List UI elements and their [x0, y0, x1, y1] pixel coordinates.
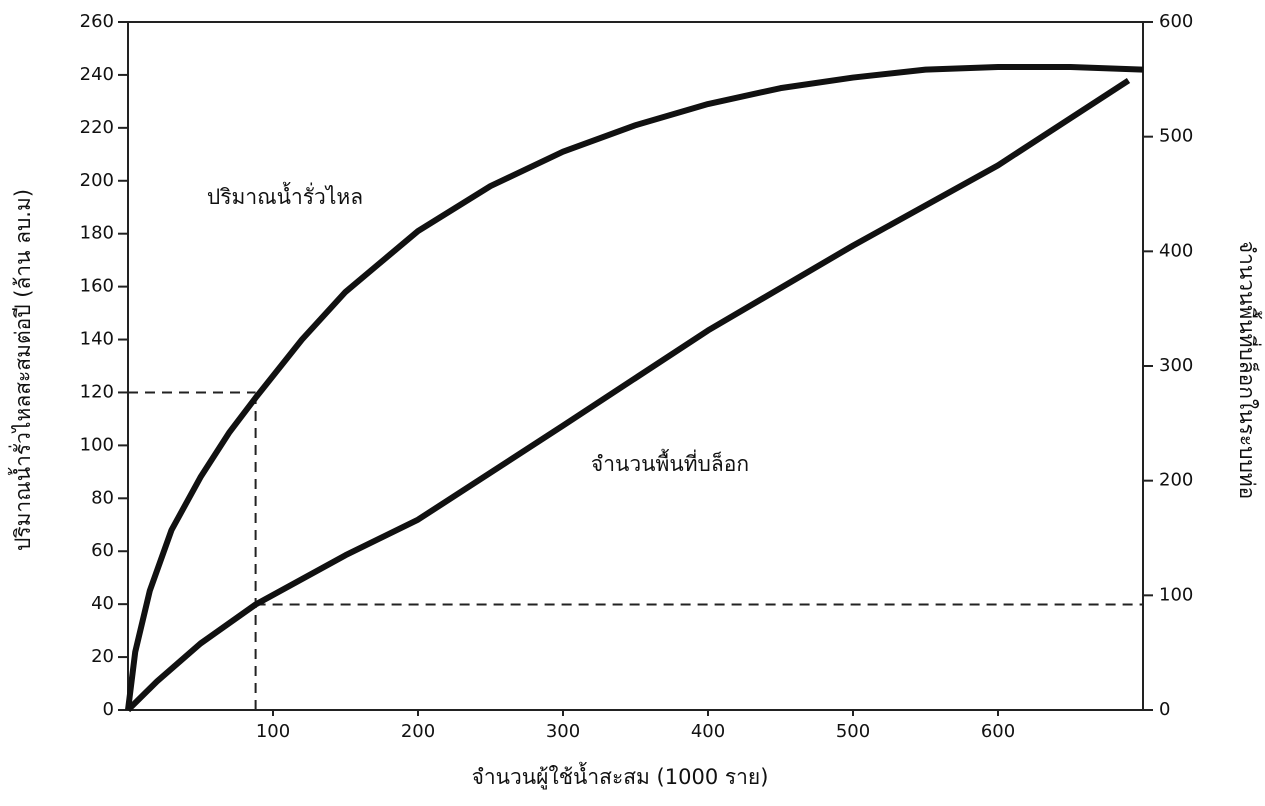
- x-tick-label: 300: [546, 721, 580, 742]
- y-tick-label: 0: [103, 699, 114, 720]
- y-tick-label: 20: [91, 646, 114, 667]
- y-tick-label: 140: [80, 329, 114, 350]
- x-axis-label: จำนวนผู้ใช้น้ำสะสม (1000 ราย): [472, 762, 769, 790]
- y-tick-label: 220: [80, 117, 114, 138]
- y2-tick-label: 500: [1159, 126, 1193, 147]
- x-tick-label: 400: [691, 721, 725, 742]
- y-tick-label: 180: [80, 223, 114, 244]
- x-tick-label: 500: [836, 721, 870, 742]
- y2-tick-label: 600: [1159, 11, 1193, 32]
- y-tick-label: 160: [80, 276, 114, 297]
- chart: จำนวนผู้ใช้น้ำสะสม (1000 ราย) ปริมาณน้ำร…: [0, 0, 1265, 806]
- y-tick-label: 60: [91, 540, 114, 561]
- y-axis-label: ปริมาณน้ำรั่วไหลสะสมต่อปี (ล้าน ลบ.ม): [8, 189, 35, 551]
- x-tick-label: 100: [256, 721, 290, 742]
- series-line: [128, 67, 1143, 710]
- y2-axis-label: จำนวนพื้นที่บล็อกในระบบท่อ: [1235, 241, 1262, 499]
- series-label: ปริมาณน้ำรั่วไหล: [207, 182, 363, 209]
- y-tick-label: 40: [91, 593, 114, 614]
- y-tick-label: 200: [80, 170, 114, 191]
- y-tick-label: 240: [80, 64, 114, 85]
- y-tick-label: 260: [80, 11, 114, 32]
- y-tick-label: 80: [91, 487, 114, 508]
- series-line: [128, 80, 1129, 710]
- y-tick-label: 100: [80, 434, 114, 455]
- y2-tick-label: 200: [1159, 470, 1193, 491]
- y2-tick-label: 400: [1159, 240, 1193, 261]
- x-tick-label: 200: [401, 721, 435, 742]
- x-tick-label: 600: [981, 721, 1015, 742]
- y2-tick-label: 0: [1159, 699, 1170, 720]
- y-tick-label: 120: [80, 381, 114, 402]
- series-label: จำนวนพื้นที่บล็อก: [591, 449, 749, 476]
- y2-tick-label: 300: [1159, 355, 1193, 376]
- y2-tick-label: 100: [1159, 584, 1193, 605]
